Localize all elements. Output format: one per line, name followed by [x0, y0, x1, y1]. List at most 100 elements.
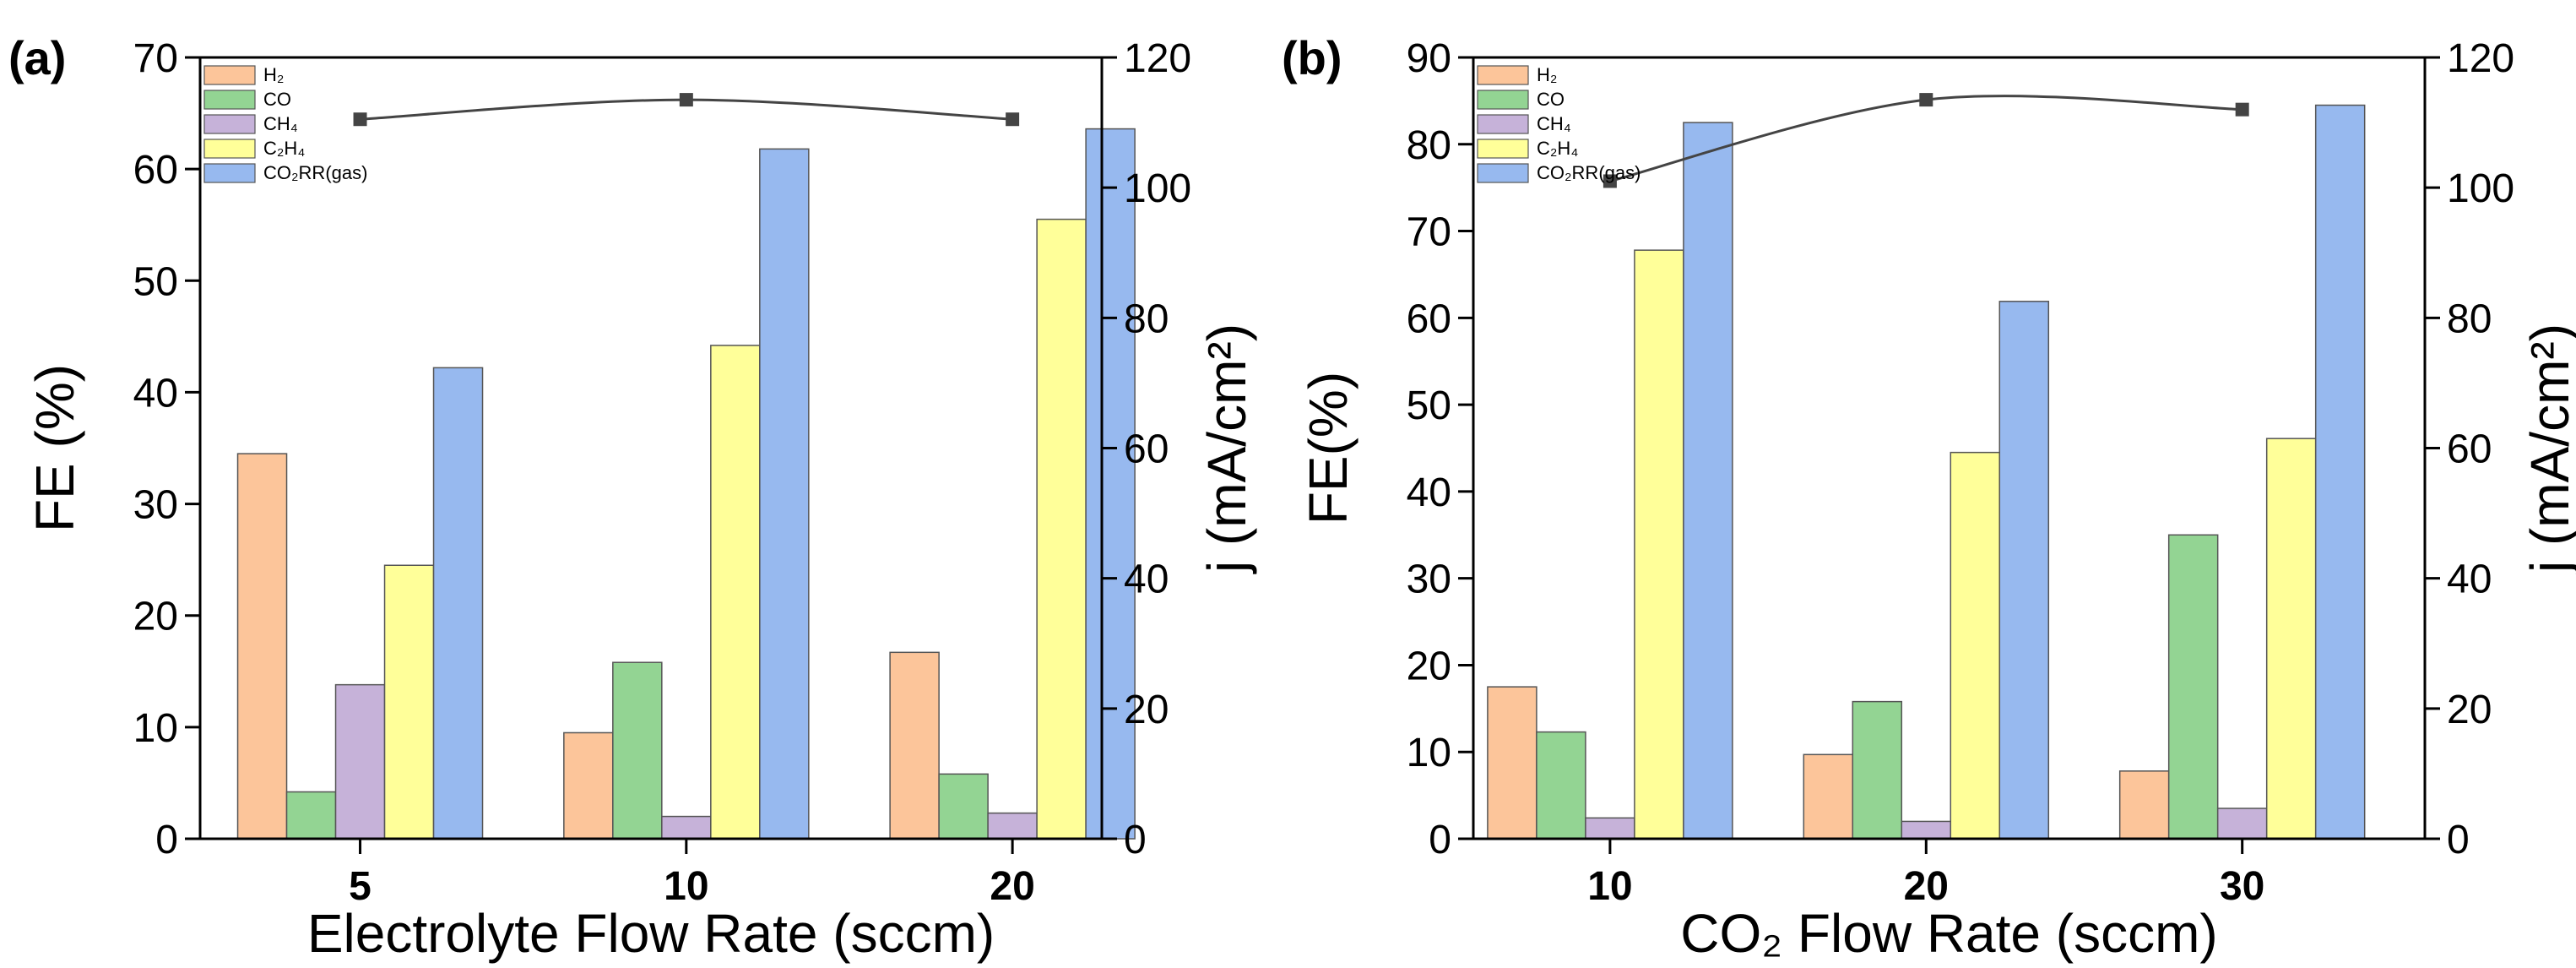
- legend-label: H₂: [263, 64, 284, 85]
- legend-swatch-corrgas: [1477, 163, 1529, 183]
- y-tick-label: 0: [1429, 818, 1451, 862]
- bar-h-20: [889, 651, 940, 840]
- bar-h-10: [563, 731, 614, 840]
- y-axis-label: FE(%): [1298, 372, 1359, 525]
- legend-label: CO₂RR(gas): [263, 162, 367, 183]
- bar-ch-20: [1950, 451, 2001, 840]
- bar-ch-30: [2265, 438, 2317, 840]
- bar-ch-5: [383, 564, 435, 840]
- y2-tick-label: 20: [1124, 688, 1169, 732]
- bar-h-30: [2118, 770, 2170, 840]
- y2-tick-label: 100: [2447, 166, 2514, 211]
- bar-corrgas-10: [759, 148, 810, 840]
- legend-swatch-co: [203, 90, 256, 110]
- bar-ch-20: [1036, 218, 1087, 840]
- legend-label: H₂: [1537, 64, 1557, 85]
- x-tick-label: 20: [990, 864, 1034, 909]
- y2-tick-label: 20: [2447, 688, 2492, 732]
- bar-ch-30: [2216, 808, 2268, 840]
- legend-label: C₂H₄: [1537, 138, 1578, 159]
- legend-swatch-h: [1477, 65, 1529, 85]
- y2-tick-label: 60: [2447, 427, 2492, 472]
- legend-label: C₂H₄: [263, 138, 305, 159]
- y-tick-label: 40: [133, 371, 178, 416]
- y-tick-label: 50: [133, 259, 178, 304]
- y-tick-label: 0: [155, 818, 178, 862]
- current-density-point-10: [679, 93, 693, 107]
- bar-ch-10: [1585, 817, 1635, 840]
- y2-tick-label: 40: [1124, 557, 1169, 602]
- legend-label: CO: [1537, 89, 1565, 110]
- y-tick-label: 30: [1407, 557, 1451, 602]
- bar-h-5: [236, 453, 288, 840]
- y-tick-label: 40: [1407, 470, 1451, 515]
- bar-ch-10: [710, 345, 761, 840]
- bar-h-20: [1803, 753, 1854, 840]
- y-tick-label: 20: [133, 595, 178, 639]
- y2-tick-label: 120: [2447, 36, 2514, 81]
- y2-axis-label: j (mA/cm²): [2519, 324, 2576, 574]
- y-tick-label: 10: [133, 706, 178, 751]
- y-tick-label: 30: [133, 483, 178, 528]
- bar-corrgas-20: [1085, 128, 1136, 840]
- x-tick-label: 30: [2220, 864, 2264, 909]
- legend-swatch-ch: [1477, 114, 1529, 134]
- current-density-point-5: [353, 112, 367, 127]
- bar-corrgas-5: [432, 367, 484, 840]
- y2-tick-label: 0: [1124, 818, 1147, 862]
- bar-ch-20: [1901, 820, 1952, 840]
- legend-label: CO₂RR(gas): [1537, 162, 1641, 183]
- legend-swatch-co: [1477, 90, 1529, 110]
- current-density-point-20: [1006, 112, 1020, 127]
- y2-tick-label: 60: [1124, 427, 1169, 472]
- y2-tick-label: 100: [1124, 166, 1191, 211]
- bar-corrgas-20: [1998, 301, 2050, 840]
- legend-swatch-ch: [1477, 139, 1529, 159]
- current-density-point-10: [1603, 174, 1617, 188]
- x-tick-label: 10: [664, 864, 708, 909]
- current-density-point-30: [2235, 102, 2249, 117]
- x-tick-label: 10: [1587, 864, 1632, 909]
- y-tick-label: 80: [1407, 123, 1451, 168]
- bar-ch-5: [334, 683, 386, 840]
- y-tick-label: 10: [1407, 731, 1451, 775]
- panel-label: (b): [1282, 31, 1342, 84]
- bar-co-20: [1852, 700, 1903, 840]
- y2-tick-label: 40: [2447, 557, 2492, 602]
- y-tick-label: 70: [133, 36, 178, 81]
- legend-label: CH₄: [1537, 113, 1571, 134]
- legend-swatch-corrgas: [203, 163, 256, 183]
- y-tick-label: 70: [1407, 210, 1451, 255]
- bar-ch-10: [661, 815, 712, 840]
- y-tick-label: 50: [1407, 383, 1451, 428]
- bar-co-20: [938, 773, 989, 840]
- chart-panel-b: 0 10 20 30 40 50 60 70 80 90 0 20 40 60 80 100 120 10 20 30…: [1282, 31, 2576, 964]
- legend-label: CH₄: [263, 113, 298, 134]
- y2-tick-label: 120: [1124, 36, 1191, 81]
- legend-label: CO: [263, 89, 291, 110]
- y-axis-label: FE (%): [24, 364, 85, 532]
- bar-corrgas-30: [2314, 104, 2366, 840]
- bar-co-5: [285, 791, 337, 840]
- y-tick-label: 60: [133, 148, 178, 193]
- x-axis-label: CO₂ Flow Rate (sccm): [1680, 903, 2217, 964]
- y2-tick-label: 80: [2447, 296, 2492, 341]
- x-axis-label: Electrolyte Flow Rate (sccm): [307, 903, 995, 964]
- bar-ch-10: [1634, 249, 1684, 840]
- y-tick-label: 20: [1407, 644, 1451, 688]
- bar-co-10: [612, 661, 663, 840]
- legend-swatch-ch: [203, 114, 256, 134]
- bar-co-10: [1536, 731, 1586, 840]
- y-tick-label: 90: [1407, 36, 1451, 81]
- y2-tick-label: 0: [2447, 818, 2470, 862]
- panel-label: (a): [8, 31, 66, 84]
- y2-axis-label: j (mA/cm²): [1196, 324, 1257, 574]
- bar-ch-20: [987, 812, 1038, 840]
- legend-swatch-ch: [203, 139, 256, 159]
- x-tick-label: 5: [349, 864, 371, 909]
- y2-tick-label: 80: [1124, 296, 1169, 341]
- bar-h-10: [1487, 686, 1537, 840]
- legend-swatch-h: [203, 65, 256, 85]
